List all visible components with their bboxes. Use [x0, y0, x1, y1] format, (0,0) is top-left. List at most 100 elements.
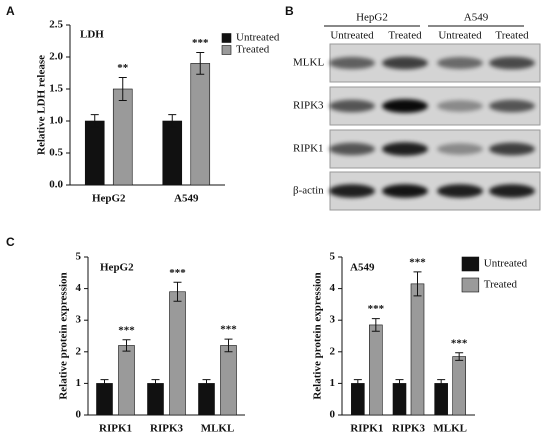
error-bar: [437, 379, 446, 388]
error-bar: [202, 379, 211, 388]
y-tick-label: 3: [76, 314, 82, 326]
blot-band: [329, 56, 375, 70]
blot-row-label: RIPK1: [293, 143, 324, 155]
significance: ***: [118, 324, 135, 336]
blot-band: [489, 142, 535, 156]
error-bar: [196, 52, 205, 75]
legend-label: Untreated: [236, 32, 280, 44]
error-bar: [151, 379, 160, 388]
blot-band: [437, 57, 483, 69]
error-bar: [173, 281, 182, 302]
blot-row-label: MLKL: [293, 57, 324, 69]
y-tick-label: 0: [330, 409, 336, 421]
y-tick-label: 4: [76, 282, 82, 294]
legend-swatch: [221, 45, 232, 55]
error-bar: [90, 114, 99, 128]
chart-title: HepG2: [100, 262, 134, 274]
y-axis-label: Relative LDH release: [36, 55, 48, 155]
chart-title: A549: [350, 262, 375, 274]
y-tick-label: 5: [330, 251, 336, 263]
y-tick-label: 0.5: [49, 147, 63, 159]
legend-label: Untreated: [484, 258, 528, 270]
blot-band: [437, 100, 483, 112]
y-tick-label: 1: [330, 377, 336, 389]
error-bar: [224, 338, 233, 353]
panel-letter: A: [6, 4, 15, 18]
blot-band: [437, 143, 483, 155]
bar: [96, 383, 113, 416]
blot-band: [329, 99, 375, 113]
legend-label: Treated: [484, 279, 518, 291]
blot-band: [437, 184, 483, 198]
y-tick-label: 2: [330, 345, 336, 357]
y-axis-label: Relative protein expression: [58, 272, 70, 399]
panel-letter: C: [6, 235, 15, 249]
x-tick-label: A549: [174, 193, 199, 205]
significance: ***: [409, 256, 426, 268]
bar: [147, 383, 164, 416]
bar: [198, 383, 215, 416]
blot-band: [329, 142, 375, 156]
x-tick-label: RIPK1: [99, 423, 132, 435]
blot-band: [489, 184, 535, 198]
blot-row-label: RIPK3: [293, 100, 324, 112]
blot-band: [489, 56, 535, 70]
bar: [410, 283, 425, 416]
lane-label: Untreated: [330, 30, 374, 42]
error-bar: [100, 379, 109, 388]
bar: [369, 324, 383, 416]
x-tick-label: MLKL: [201, 423, 235, 435]
y-axis-label: Relative protein expression: [312, 272, 324, 399]
bar: [392, 383, 407, 416]
blot-band: [382, 56, 428, 70]
y-tick-label: 3: [330, 314, 336, 326]
bar: [351, 383, 365, 416]
chart-title: LDH: [80, 29, 104, 41]
significance: ***: [368, 303, 385, 315]
bar: [190, 63, 211, 186]
x-tick-label: HepG2: [92, 193, 126, 205]
bar: [112, 88, 133, 186]
x-tick-label: RIPK3: [392, 423, 426, 435]
x-tick-label: RIPK3: [150, 423, 184, 435]
bar: [162, 120, 183, 186]
y-tick-label: 1.5: [49, 83, 63, 95]
error-bar: [353, 379, 362, 388]
error-bar: [118, 76, 127, 102]
y-tick-label: 4: [330, 282, 336, 294]
error-bar: [371, 318, 380, 332]
bar: [169, 291, 186, 416]
x-tick-label: MLKL: [433, 423, 467, 435]
blot-group: A549: [464, 12, 489, 24]
bar: [118, 345, 135, 416]
significance: ***: [169, 267, 186, 279]
blot-band: [382, 184, 428, 198]
lane-label: Treated: [388, 30, 422, 42]
blot-group: HepG2: [356, 12, 388, 24]
legend-swatch: [461, 277, 480, 293]
blot-band: [382, 99, 428, 113]
bar: [434, 383, 448, 416]
blot-band: [382, 142, 428, 156]
error-bar: [455, 352, 464, 361]
legend-label: Treated: [236, 44, 270, 56]
error-bar: [122, 339, 131, 352]
significance: ***: [220, 324, 237, 336]
lane-label: Untreated: [438, 30, 482, 42]
y-tick-label: 2.0: [49, 51, 63, 63]
significance: **: [117, 62, 129, 74]
significance: ***: [451, 337, 468, 349]
y-tick-label: 5: [76, 251, 82, 263]
bar: [452, 356, 466, 416]
y-tick-label: 2: [76, 345, 82, 357]
bar: [220, 345, 237, 416]
y-tick-label: 1: [76, 377, 82, 389]
y-tick-label: 0.0: [49, 179, 63, 191]
legend-swatch: [221, 33, 232, 43]
significance: ***: [192, 37, 209, 49]
blot-row-label: β-actin: [293, 185, 324, 197]
panel-letter: B: [285, 4, 294, 18]
blot-band: [329, 184, 375, 198]
x-tick-label: RIPK1: [350, 423, 383, 435]
